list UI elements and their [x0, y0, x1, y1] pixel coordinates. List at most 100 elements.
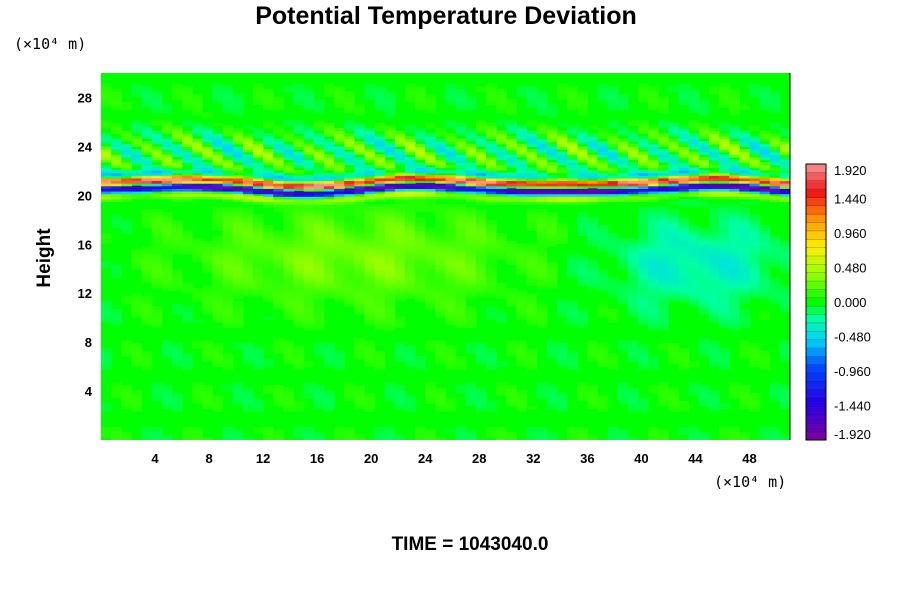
heatmap-cell — [141, 261, 153, 265]
heatmap-cell — [111, 225, 122, 229]
heatmap-cell — [374, 219, 386, 224]
heatmap-cell — [486, 361, 497, 365]
heatmap-cell — [425, 198, 436, 203]
heatmap-cell — [739, 190, 751, 195]
heatmap-cell — [719, 434, 730, 438]
heatmap-cell — [617, 384, 629, 389]
heatmap-cell — [638, 130, 649, 134]
heatmap-cell — [475, 274, 487, 279]
heatmap-cell — [749, 219, 761, 224]
heatmap-cell — [222, 437, 234, 440]
heatmap-cell — [486, 183, 497, 187]
heatmap-cell — [323, 272, 335, 276]
heatmap-cell — [536, 282, 548, 286]
heatmap-cell — [334, 238, 345, 242]
heatmap-cell — [475, 138, 487, 142]
heatmap-cell — [455, 266, 467, 271]
heatmap-cell — [678, 282, 690, 286]
heatmap-cell — [415, 246, 426, 250]
heatmap-cell — [323, 133, 335, 137]
heatmap-cell — [658, 266, 670, 271]
heatmap-cell — [222, 209, 234, 213]
heatmap-cell — [556, 201, 568, 205]
heatmap-cell — [121, 343, 132, 347]
heatmap-cell — [455, 429, 467, 433]
heatmap-cell — [161, 175, 173, 179]
heatmap-cell — [222, 138, 234, 142]
heatmap-cell — [617, 266, 629, 271]
heatmap-cell — [242, 149, 254, 153]
heatmap-cell — [151, 432, 163, 436]
heatmap-cell — [729, 238, 740, 242]
heatmap-cell — [556, 303, 568, 307]
heatmap-cell — [293, 164, 305, 168]
heatmap-cell — [202, 167, 214, 171]
heatmap-cell — [394, 437, 406, 440]
heatmap-cell — [313, 259, 325, 263]
heatmap-cell — [729, 143, 740, 147]
heatmap-cell — [161, 243, 173, 247]
heatmap-cell — [121, 177, 132, 182]
heatmap-cell — [749, 159, 761, 163]
heatmap-cell — [739, 301, 751, 305]
heatmap-cell — [719, 154, 730, 158]
heatmap-cell — [627, 146, 639, 150]
heatmap-cell — [212, 222, 224, 226]
heatmap-cell — [293, 358, 305, 362]
heatmap-cell — [617, 167, 629, 171]
heatmap-cell — [435, 356, 447, 360]
heatmap-cell — [192, 400, 203, 404]
heatmap-cell — [465, 238, 477, 242]
heatmap-cell — [506, 390, 518, 394]
heatmap-cell — [121, 219, 132, 224]
heatmap-cell — [688, 382, 700, 386]
heatmap-cell — [688, 238, 700, 242]
heatmap-cell — [263, 251, 274, 255]
heatmap-cell — [526, 405, 538, 410]
heatmap-cell — [759, 432, 771, 436]
heatmap-cell — [567, 193, 578, 197]
heatmap-cell — [354, 164, 366, 168]
heatmap-cell — [344, 214, 355, 218]
heatmap-cell — [779, 259, 790, 263]
heatmap-cell — [354, 348, 366, 352]
heatmap-cell — [232, 314, 244, 318]
heatmap-cell — [678, 358, 690, 362]
heatmap-cell — [364, 356, 376, 360]
heatmap-cell — [759, 190, 771, 195]
heatmap-cell — [627, 151, 639, 155]
heatmap-cell — [232, 324, 244, 328]
heatmap-cell — [202, 293, 214, 297]
heatmap-cell — [739, 403, 751, 407]
heatmap-cell — [232, 214, 244, 218]
heatmap-cell — [455, 235, 467, 239]
heatmap-cell — [252, 180, 264, 184]
heatmap-cell — [688, 434, 700, 438]
heatmap-cell — [415, 238, 426, 242]
heatmap-cell — [313, 167, 325, 171]
heatmap-cell — [769, 253, 781, 258]
heatmap-cell — [465, 348, 477, 352]
heatmap-cell — [719, 280, 730, 284]
heatmap-cell — [536, 269, 548, 273]
heatmap-cell — [192, 434, 203, 438]
heatmap-cell — [698, 162, 710, 166]
heatmap-cell — [577, 266, 588, 271]
heatmap-cell — [688, 201, 700, 205]
heatmap-cell — [719, 264, 730, 268]
heatmap-cell — [131, 395, 143, 399]
heatmap-cell — [779, 343, 790, 347]
heatmap-cell — [151, 230, 163, 234]
heatmap-cell — [638, 243, 649, 247]
heatmap-cell — [171, 162, 183, 166]
heatmap-cell — [425, 301, 436, 305]
heatmap-cell — [587, 390, 599, 394]
heatmap-cell — [435, 408, 447, 412]
heatmap-cell — [222, 287, 234, 292]
heatmap-cell — [101, 196, 112, 200]
heatmap-cell — [364, 259, 376, 263]
heatmap-cell — [141, 426, 153, 431]
heatmap-cell — [779, 256, 790, 260]
heatmap-cell — [607, 308, 619, 313]
heatmap-cell — [729, 272, 740, 276]
